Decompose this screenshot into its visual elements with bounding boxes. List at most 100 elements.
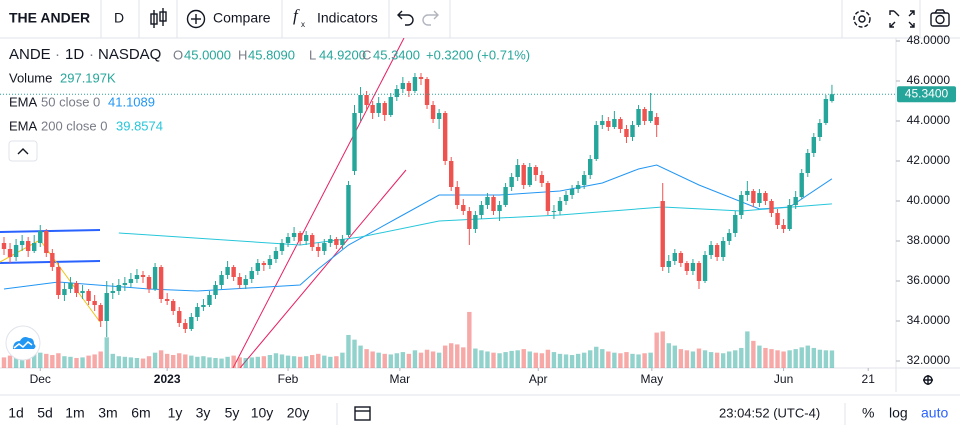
y-tick-label: 48.0000 (907, 33, 951, 47)
candle-body (557, 201, 563, 211)
legend-symbol[interactable]: ANDE (9, 46, 51, 63)
y-tick-label: 46.0000 (907, 73, 951, 87)
volume-bar (787, 350, 792, 368)
range-button[interactable]: 10y (251, 405, 274, 421)
ema-params: 200 close 0 (41, 118, 108, 133)
volume-bar (370, 351, 375, 368)
candle-body (660, 201, 665, 267)
interval-button[interactable]: D (114, 10, 124, 26)
logo[interactable] (5, 325, 41, 361)
candle-body (696, 263, 702, 281)
range-button[interactable]: 5y (225, 405, 240, 421)
legend: ANDE · 1D · NASDAQ O 45.0000 H 45.8090 L… (8, 46, 530, 162)
volume-bar (430, 351, 436, 368)
volume-bar (515, 350, 520, 368)
legend-key: H (238, 47, 247, 62)
volume-bar (666, 343, 671, 368)
volume-bar (581, 352, 587, 368)
log-toggle[interactable]: log (889, 405, 908, 421)
symbol-search[interactable]: THE ANDER (9, 10, 90, 26)
candle-body (19, 241, 25, 245)
volume-bar (612, 352, 617, 368)
settings-button[interactable] (853, 10, 871, 28)
candle-body (497, 205, 502, 211)
ema-name: EMA (9, 118, 38, 133)
screenshot-button[interactable] (930, 9, 950, 27)
volume-bar (394, 353, 400, 368)
volume-bar (424, 349, 430, 368)
candle-body (279, 243, 285, 251)
volume-bar (418, 352, 424, 368)
range-button[interactable]: 3y (196, 405, 211, 421)
y-tick-label: 44.0000 (907, 113, 951, 127)
candle-body (763, 193, 768, 201)
volume-bar (322, 355, 327, 368)
candle-body (400, 83, 406, 89)
volume-bar (291, 356, 297, 368)
collapse-legend-button[interactable] (8, 140, 38, 162)
candle-body (92, 301, 97, 305)
volume-bar (50, 355, 55, 368)
range-button[interactable]: 1d (8, 405, 24, 421)
redo-button[interactable] (422, 10, 439, 26)
volume-bar (261, 356, 267, 368)
volume-bar (104, 337, 109, 368)
range-button[interactable]: 6m (131, 405, 150, 421)
candle-body (751, 191, 756, 203)
candle-body (237, 277, 242, 285)
fullscreen-button[interactable] (889, 10, 915, 28)
range-button[interactable]: 20y (287, 405, 310, 421)
legend-key: O (173, 47, 183, 62)
candle-body (122, 283, 128, 285)
volume-bar (696, 348, 702, 368)
goto-date-button[interactable] (354, 406, 371, 421)
trend-line[interactable] (0, 260, 101, 264)
volume-bar (769, 349, 774, 368)
legend-exchange: NASDAQ (98, 46, 161, 63)
candle-body (1, 243, 7, 249)
range-button[interactable]: 1m (65, 405, 84, 421)
percent-toggle[interactable]: % (862, 405, 874, 421)
volume-bar (775, 350, 780, 368)
auto-toggle[interactable]: auto (921, 405, 948, 421)
indicators-button[interactable]: f x Indicators (293, 6, 378, 29)
range-button[interactable]: 3m (98, 405, 117, 421)
candle-body (805, 153, 810, 173)
candle-body (352, 113, 357, 171)
volume-bar (237, 357, 242, 368)
volume-bar (829, 350, 835, 368)
candle-body (618, 119, 623, 129)
trend-line[interactable] (239, 169, 407, 368)
compare-button[interactable]: Compare (186, 10, 271, 29)
volume-name: Volume (9, 70, 52, 85)
candle-body (757, 193, 762, 203)
candle-body (388, 97, 393, 115)
candle-body (636, 109, 641, 125)
candle-body (285, 237, 291, 243)
volume-bar (62, 356, 67, 368)
volume-bar (739, 347, 744, 368)
volume-bar (473, 348, 478, 368)
candle-body (7, 249, 13, 257)
candle-body (642, 109, 647, 121)
candle-body (334, 239, 339, 245)
range-button[interactable]: 5d (37, 405, 53, 421)
candle-body (74, 283, 79, 293)
volume-bar (376, 352, 381, 368)
candle-body (515, 165, 520, 177)
chart-style-button[interactable] (150, 8, 167, 28)
compare-label: Compare (213, 10, 271, 26)
candle-body (146, 277, 152, 289)
volume-bar (575, 353, 581, 368)
candle-body (449, 161, 454, 187)
undo-button[interactable] (397, 10, 414, 26)
volume-bar (455, 344, 460, 368)
candle-body (624, 129, 629, 137)
trend-line[interactable] (232, 38, 405, 368)
trend-line[interactable] (0, 229, 101, 233)
volume-bar (436, 352, 442, 368)
volume-bar (13, 356, 19, 368)
volume-bar (624, 352, 629, 368)
candle-body (171, 301, 176, 311)
range-button[interactable]: 1y (168, 405, 183, 421)
